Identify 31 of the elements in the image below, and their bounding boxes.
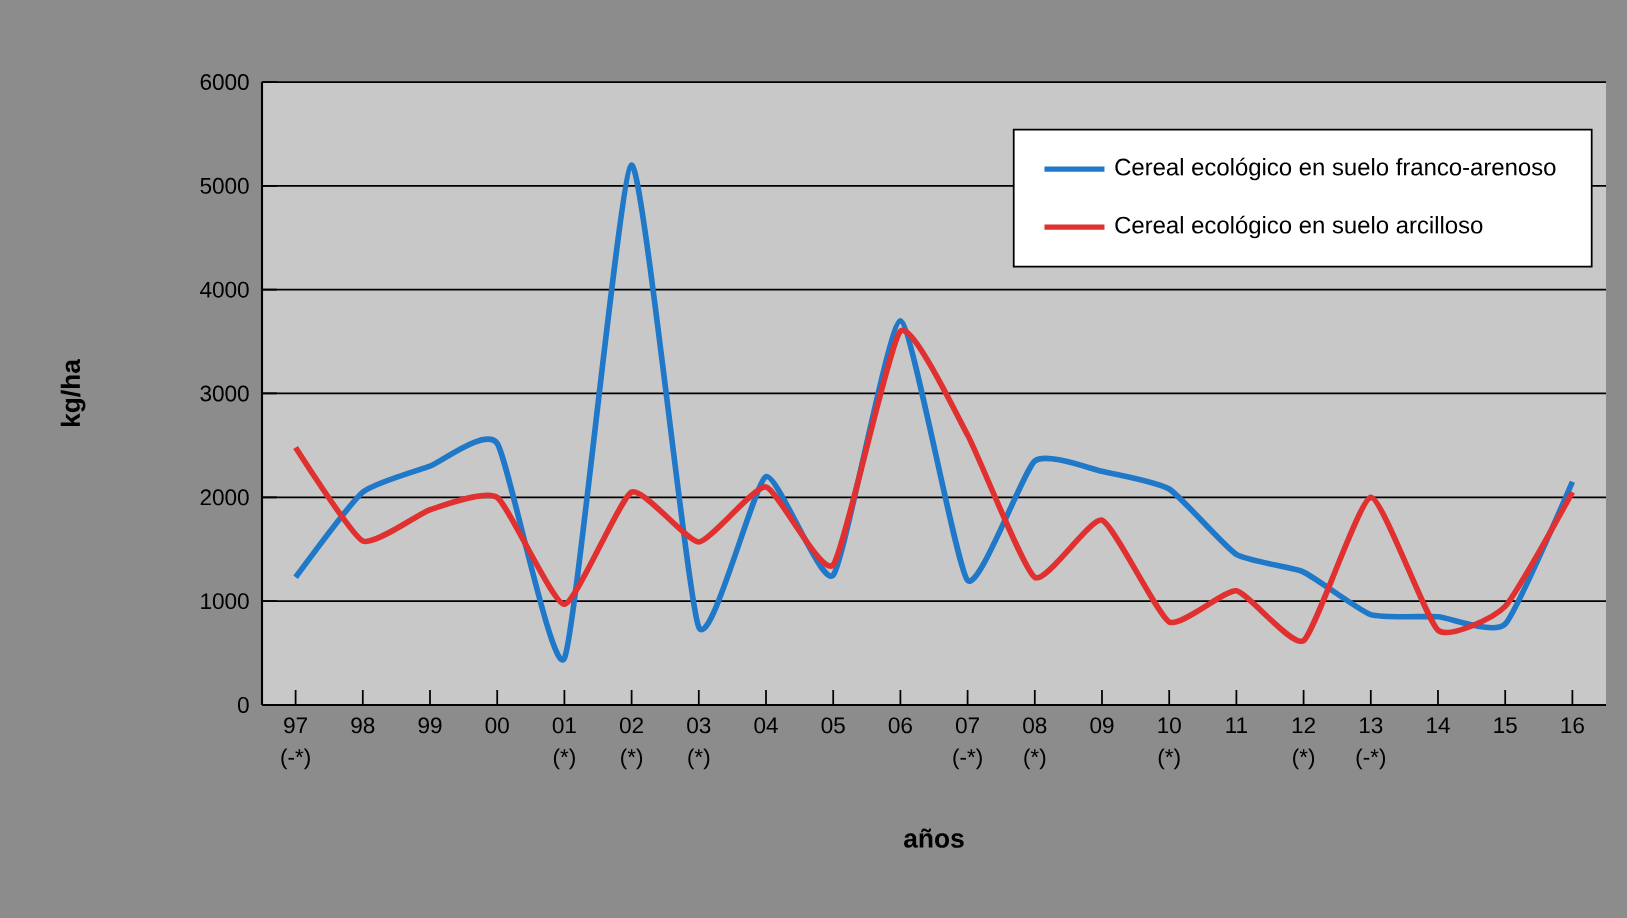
x-tick-label: 08 (*)	[1023, 717, 1047, 770]
x-axis-title: años	[904, 828, 964, 848]
y-tick-label: 0	[237, 697, 249, 713]
x-tick-label: 99	[418, 717, 442, 734]
x-tick-label: 13 (-*)	[1356, 717, 1386, 770]
y-tick-label: 5000	[200, 177, 249, 194]
legend-label: Cereal ecológico en suelo franco-arenoso	[1115, 157, 1556, 181]
x-tick-label: 03 (*)	[687, 717, 711, 770]
y-tick-label: 4000	[200, 281, 249, 298]
x-tick-label: 00	[485, 717, 509, 734]
y-axis-title: kg/ha	[60, 358, 86, 427]
y-tick-label: 1000	[201, 593, 249, 610]
x-tick-label: 10 (*)	[1158, 717, 1181, 770]
x-tick-label: 14	[1427, 717, 1450, 733]
x-tick-label: 98	[351, 717, 375, 734]
x-tick-label: 16	[1561, 717, 1584, 734]
x-tick-label: 06	[888, 717, 912, 734]
x-tick-label: 12 (*)	[1292, 717, 1315, 770]
x-tick-label: 05	[821, 717, 845, 734]
x-tick-label: 07 (-*)	[953, 717, 982, 770]
x-tick-label: 02 (*)	[619, 717, 643, 770]
x-tick-label: 09	[1090, 717, 1114, 734]
x-tick-label: 01 (*)	[552, 717, 576, 770]
x-tick-label: 11	[1226, 717, 1247, 733]
y-tick-label: 2000	[200, 489, 249, 506]
legend-label: Cereal ecológico en suelo arcilloso	[1115, 215, 1483, 239]
x-tick-label: 97 (-*)	[281, 717, 310, 770]
x-tick-label: 15	[1494, 717, 1517, 734]
x-tick-label: 04	[754, 717, 778, 734]
y-tick-label: 6000	[200, 74, 249, 90]
y-tick-label: 3000	[200, 385, 249, 402]
